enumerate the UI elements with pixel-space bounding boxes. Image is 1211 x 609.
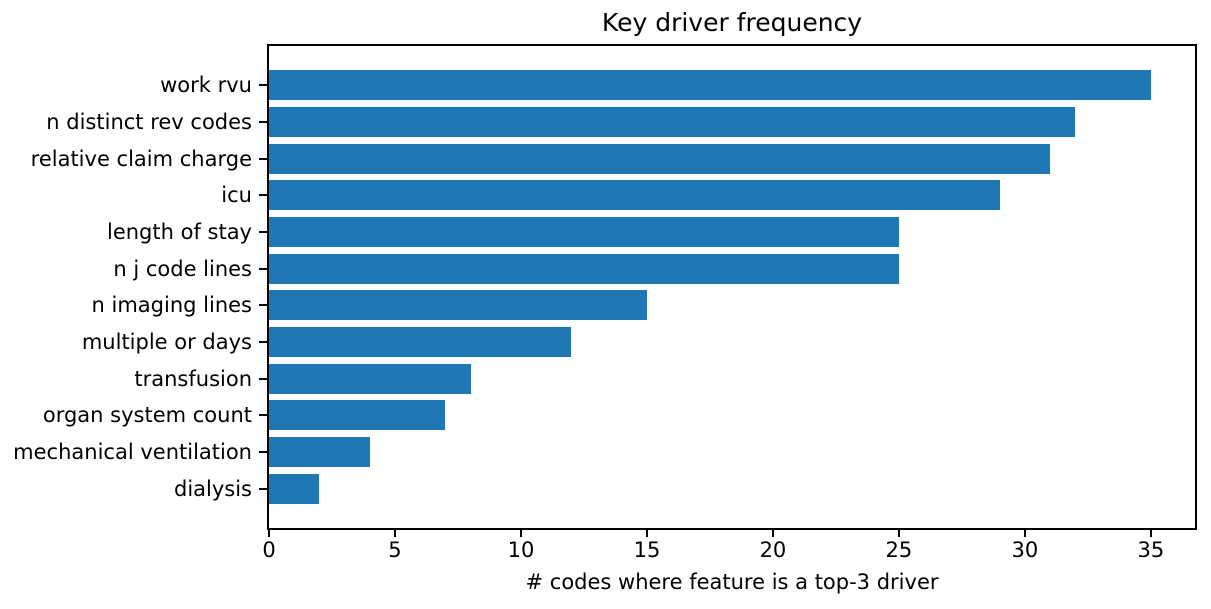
x-tick-mark (1023, 530, 1026, 537)
y-tick-label: mechanical ventilation (13, 440, 252, 465)
y-tick-label: n distinct rev codes (46, 110, 252, 134)
y-tick-label: relative claim charge (30, 146, 252, 171)
bar-work-rvu (269, 70, 1151, 101)
y-tick-label: organ system count (42, 403, 252, 428)
x-tick-label: 35 (1137, 538, 1165, 562)
y-tick-mark (259, 341, 267, 344)
bar-n-distinct-rev-codes (269, 107, 1076, 137)
x-tick-label: 25 (885, 538, 913, 562)
y-tick-label: n j code lines (113, 256, 252, 281)
y-tick-label: dialysis (173, 476, 252, 501)
bar-organ-system-count (269, 400, 446, 431)
y-tick-mark (259, 194, 267, 197)
y-tick-mark (259, 84, 267, 87)
bar-n-imaging-lines (269, 290, 647, 321)
bar-row: n distinct rev codes (46, 104, 1195, 141)
y-tick-mark (259, 304, 267, 307)
bar-row: mechanical ventilation (13, 434, 1195, 471)
bar-row: icu (221, 177, 1195, 214)
bar-length-of-stay (269, 217, 899, 248)
x-tick-label: 30 (1011, 538, 1039, 562)
y-tick-label: length of stay (106, 220, 252, 245)
y-tick-mark (259, 267, 267, 270)
bar-dialysis (269, 473, 320, 504)
x-tick-mark (897, 530, 900, 537)
bar-row: length of stay (107, 214, 1195, 251)
bar-row: n imaging lines (92, 287, 1195, 324)
x-tick-mark (771, 530, 774, 537)
y-tick-mark (259, 414, 267, 417)
y-tick-mark (259, 231, 267, 234)
y-tick-mark (259, 487, 267, 490)
x-tick-mark (519, 530, 522, 537)
chart-title: Key driver frequency (601, 8, 863, 37)
x-tick-mark (645, 530, 648, 537)
bar-icu (269, 180, 1000, 211)
bar-row: organ system count (43, 397, 1195, 434)
y-tick-mark (259, 157, 267, 160)
x-tick-label: 20 (759, 538, 787, 562)
x-axis-label: # codes where feature is a top-3 driver (525, 570, 939, 594)
bar-mechanical-ventilation (269, 437, 370, 468)
bar-transfusion (269, 363, 471, 394)
bar-n-j-code-lines (269, 253, 899, 284)
y-tick-mark (259, 377, 267, 380)
y-tick-label: icu (221, 183, 252, 208)
x-tick-mark (393, 530, 396, 537)
bar-row: dialysis (174, 470, 1195, 507)
y-tick-label: work rvu (160, 73, 252, 98)
bar-row: n j code lines (113, 250, 1195, 287)
y-tick-mark (259, 121, 267, 123)
x-tick-label: 5 (388, 538, 402, 562)
plot-rows: work rvu n distinct rev codes relative cla… (13, 46, 1195, 528)
x-tick-mark (1149, 530, 1152, 537)
x-tick-label: 0 (262, 538, 276, 562)
bar-row: relative claim charge (31, 140, 1195, 177)
y-tick-label: multiple or days (81, 330, 252, 355)
y-tick-label: n imaging lines (91, 293, 252, 318)
y-tick-label: transfusion (134, 366, 252, 391)
y-tick-mark (259, 451, 267, 454)
x-tick-label: 10 (507, 538, 535, 562)
bar-row: multiple or days (82, 324, 1195, 361)
bar-multiple-or-days (269, 327, 572, 358)
bar-row: work rvu (160, 67, 1195, 104)
plot-area: work rvu n distinct rev codes relative cla… (13, 44, 1197, 562)
x-tick-label: 15 (633, 538, 661, 562)
bar-row: transfusion (134, 360, 1195, 397)
x-tick-mark (268, 530, 270, 537)
bar-relative-claim-charge (269, 143, 1051, 174)
